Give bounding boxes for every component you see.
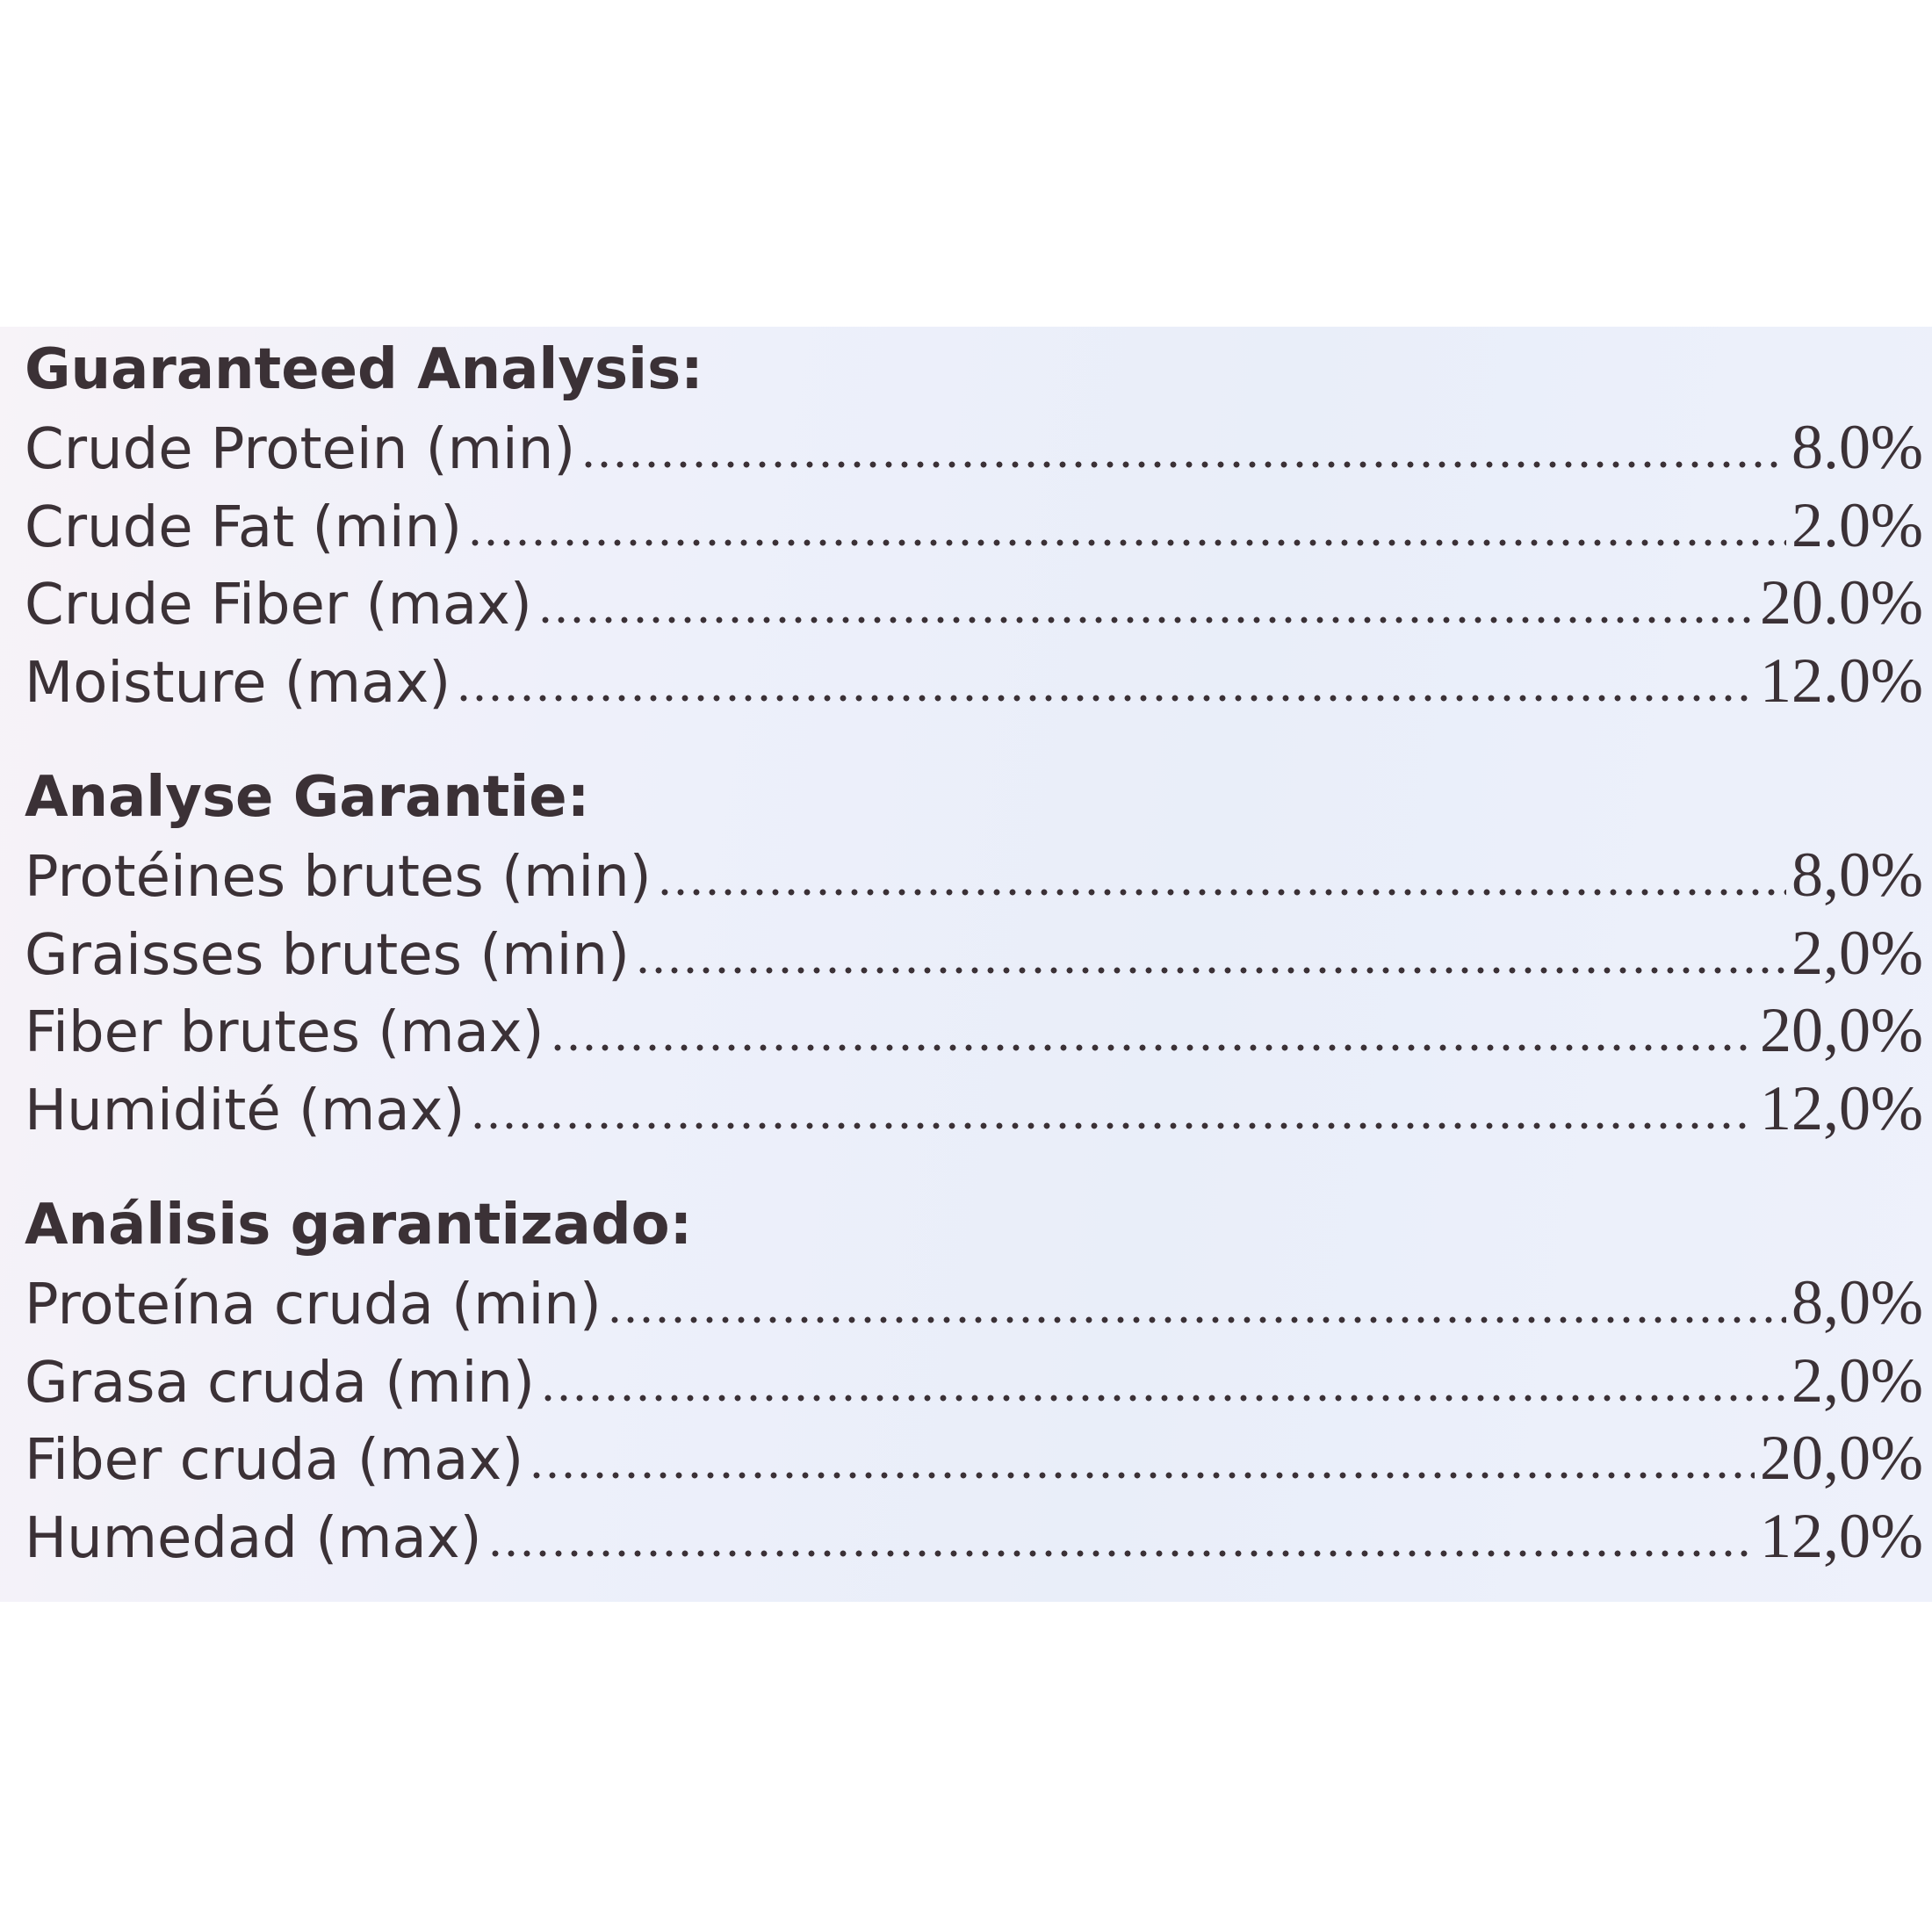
dot-leader — [656, 889, 1787, 897]
analysis-row: Fiber brutes (max) 20,0% — [25, 991, 1923, 1071]
analysis-row: Crude Fat (min) 2.0% — [25, 487, 1923, 566]
analysis-row: Humidité (max) 12,0% — [25, 1070, 1923, 1150]
row-label: Fiber brutes (max) — [25, 1000, 544, 1066]
row-label: Protéines brutes (min) — [25, 845, 652, 911]
row-label: Crude Protein (min) — [25, 417, 576, 483]
row-label: Humedad (max) — [25, 1505, 482, 1571]
row-value: 2,0% — [1791, 1344, 1923, 1416]
analysis-row: Crude Protein (min) 8.0% — [25, 408, 1923, 488]
dot-leader — [580, 461, 1787, 469]
row-value: 8,0% — [1791, 840, 1923, 911]
row-value: 8.0% — [1791, 412, 1923, 483]
row-value: 8,0% — [1791, 1267, 1923, 1338]
section-title: Guaranteed Analysis: — [25, 337, 703, 402]
dot-leader — [537, 616, 1755, 624]
row-value: 20,0% — [1760, 1423, 1923, 1494]
row-value: 12,0% — [1760, 1500, 1923, 1571]
row-label: Grasa cruda (min) — [25, 1350, 535, 1416]
dot-leader — [470, 1121, 1755, 1129]
dot-leader — [606, 1316, 1787, 1324]
row-label: Proteína cruda (min) — [25, 1272, 602, 1338]
row-value: 2,0% — [1791, 917, 1923, 988]
analysis-row: Protéines brutes (min) 8,0% — [25, 836, 1923, 916]
section-title: Analyse Garantie: — [25, 765, 590, 830]
dot-leader — [487, 1549, 1755, 1557]
row-value: 12,0% — [1760, 1072, 1923, 1143]
analysis-row: Grasa cruda (min) 2,0% — [25, 1342, 1923, 1422]
row-value: 20,0% — [1760, 995, 1923, 1066]
analysis-row: Fiber cruda (max) 20,0% — [25, 1419, 1923, 1499]
dot-leader — [467, 538, 1787, 546]
row-label: Humidité (max) — [25, 1078, 465, 1143]
row-label: Graisses brutes (min) — [25, 922, 630, 988]
analysis-row: Moisture (max) 12.0% — [25, 642, 1923, 722]
row-value: 12.0% — [1760, 645, 1923, 716]
analysis-row: Graisses brutes (min) 2,0% — [25, 914, 1923, 994]
analysis-row: Proteína cruda (min) 8,0% — [25, 1264, 1923, 1344]
section-title: Análisis garantizado: — [25, 1193, 693, 1258]
row-label: Crude Fat (min) — [25, 494, 463, 560]
row-value: 2.0% — [1791, 489, 1923, 560]
analysis-row: Crude Fiber (max) 20.0% — [25, 564, 1923, 644]
row-label: Crude Fiber (max) — [25, 573, 532, 638]
analysis-row: Humedad (max) 12,0% — [25, 1497, 1923, 1577]
dot-leader — [539, 1394, 1787, 1402]
dot-leader — [456, 694, 1755, 702]
row-label: Moisture (max) — [25, 650, 451, 716]
dot-leader — [529, 1472, 1755, 1480]
dot-leader — [634, 966, 1787, 974]
row-label: Fiber cruda (max) — [25, 1428, 524, 1494]
row-value: 20.0% — [1760, 567, 1923, 638]
dot-leader — [549, 1044, 1755, 1052]
